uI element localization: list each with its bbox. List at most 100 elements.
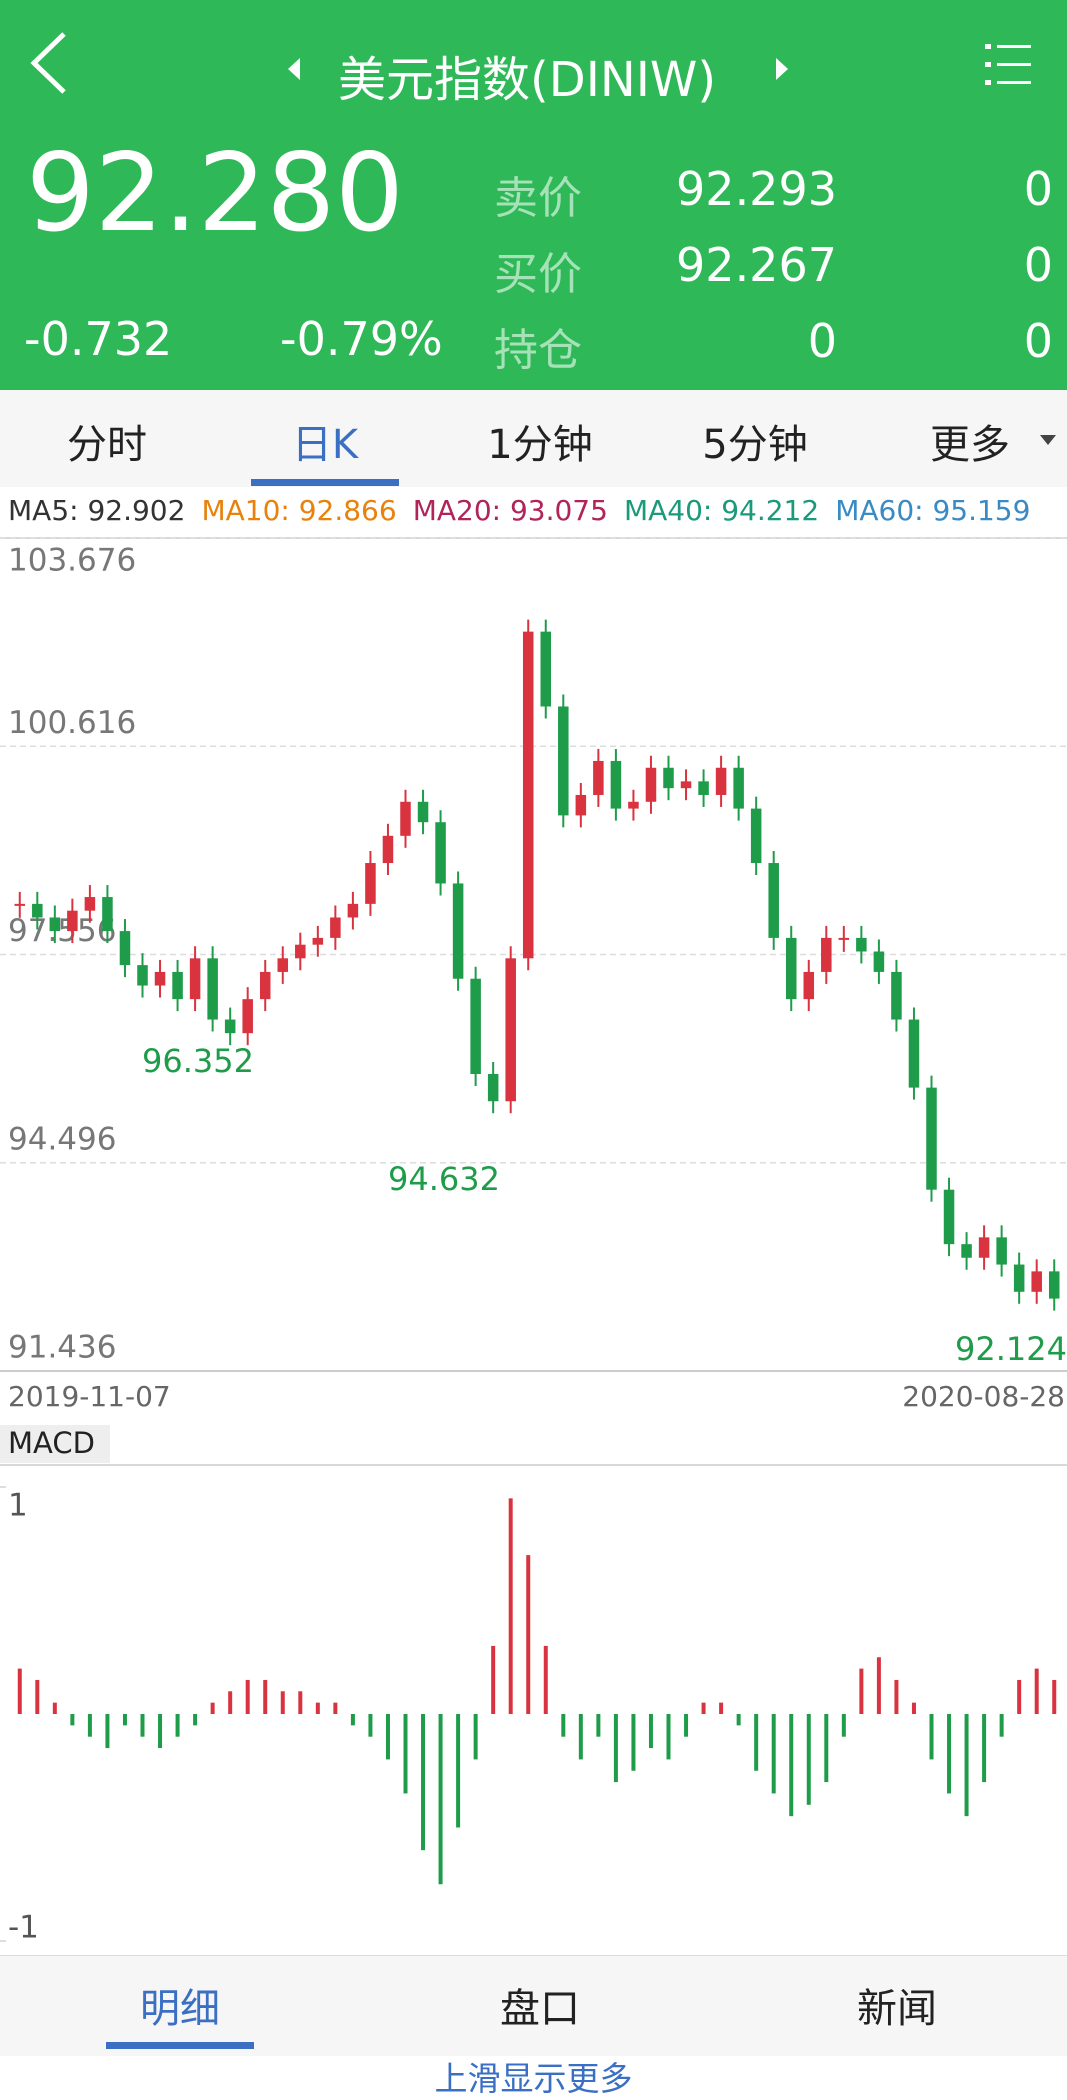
macd-bar	[1034, 1668, 1039, 1714]
macd-bar	[122, 1714, 127, 1726]
candle	[330, 917, 341, 938]
macd-bar	[982, 1714, 987, 1783]
candle	[628, 801, 639, 809]
bottom-tab[interactable]: 盘口	[500, 1986, 580, 2032]
candle	[750, 808, 762, 864]
charts: MA5: 92.902 MA10: 92.866 MA20: 93.075 MA40:…	[0, 494, 1067, 1946]
macd-bar	[947, 1714, 952, 1794]
macd-bar	[298, 1691, 303, 1714]
macd-bar	[158, 1714, 163, 1749]
macd-bar	[929, 1714, 934, 1760]
candle	[715, 767, 727, 795]
candle	[277, 958, 289, 972]
macd-bar	[526, 1555, 531, 1714]
candle	[14, 903, 26, 906]
y-tick-label: 100.616	[8, 705, 136, 741]
candle	[102, 897, 113, 932]
candle	[1013, 1264, 1025, 1292]
macd-bar	[438, 1714, 443, 1885]
candle	[522, 631, 534, 959]
ma-legend: MA10: 92.866	[201, 494, 396, 527]
x-start-label: 2019-11-07	[8, 1380, 171, 1413]
macd-bar	[315, 1702, 320, 1714]
macd-bar	[561, 1714, 566, 1737]
candle	[838, 937, 850, 940]
candle	[733, 767, 744, 809]
macd-bar	[578, 1714, 583, 1760]
candle	[768, 863, 779, 938]
candle	[873, 951, 885, 972]
quote-label: 买价	[494, 249, 582, 300]
candle	[84, 897, 96, 911]
bottom-tabs: 明细 盘口 新闻	[0, 1955, 1067, 2056]
candle	[32, 903, 43, 918]
menu-button[interactable]	[985, 42, 1031, 86]
candle	[540, 631, 552, 707]
candle	[452, 883, 464, 979]
ma-legend: MA5: 92.902	[8, 494, 185, 527]
quote-qty: 0	[1023, 314, 1053, 368]
candle	[961, 1244, 972, 1258]
macd-bar	[806, 1714, 811, 1805]
macd-bar	[911, 1702, 916, 1714]
quote-value: 0	[807, 314, 837, 368]
candle	[645, 767, 657, 802]
ma-legend: MA20: 93.075	[413, 494, 608, 527]
candle	[137, 965, 148, 986]
macd-bar	[473, 1714, 478, 1760]
candle	[1048, 1271, 1060, 1299]
bottom-tab[interactable]: 新闻	[857, 1986, 937, 2032]
candle	[207, 958, 218, 1020]
macd-bar	[631, 1714, 636, 1771]
macd-bar	[35, 1679, 40, 1714]
candle	[189, 958, 201, 1000]
candle	[926, 1087, 937, 1190]
price-annotation: 94.632	[388, 1160, 500, 1198]
quote-qty: 0	[1023, 238, 1053, 292]
macd-bar	[333, 1702, 338, 1714]
bottom-tab[interactable]: 明细	[140, 1986, 220, 2032]
macd-bar	[543, 1645, 548, 1714]
macd-bar	[421, 1714, 426, 1851]
macd-bar	[701, 1702, 706, 1714]
prev-arrow[interactable]	[288, 58, 302, 80]
back-button[interactable]	[28, 30, 68, 96]
macd-title: MACD	[8, 1426, 95, 1460]
tab[interactable]: 分时	[67, 422, 147, 468]
candle	[295, 944, 306, 959]
tab[interactable]: 日K	[291, 422, 359, 468]
candle	[417, 801, 429, 823]
macd-bar	[87, 1714, 92, 1737]
tab[interactable]: 1分钟	[487, 422, 593, 468]
y-tick-label: -1	[8, 1910, 39, 1946]
quote-value: 92.267	[676, 238, 837, 292]
candle	[435, 822, 446, 884]
y-tick-label: 1	[8, 1488, 28, 1524]
macd-bar	[280, 1691, 285, 1714]
macd-bar	[596, 1714, 601, 1737]
footer-hint[interactable]: 上滑显示更多	[434, 2059, 633, 2098]
macd-bar	[70, 1714, 75, 1726]
tab[interactable]: 5分钟	[702, 422, 808, 468]
macd-bar	[245, 1679, 250, 1714]
candle	[119, 931, 131, 966]
quote-qty: 0	[1023, 162, 1053, 216]
macd-bar	[964, 1714, 969, 1817]
macd-label-bg	[0, 1425, 110, 1463]
candle	[698, 781, 709, 795]
candle	[821, 937, 832, 972]
change: -0.732	[24, 312, 173, 366]
candle	[312, 937, 324, 945]
candle	[1031, 1271, 1042, 1292]
candle	[908, 1019, 920, 1088]
candle	[680, 781, 692, 789]
macd-bar	[193, 1714, 198, 1726]
next-arrow[interactable]	[776, 58, 790, 80]
macd-bar	[859, 1668, 864, 1714]
candle	[610, 760, 622, 809]
tab[interactable]: 更多	[930, 422, 1010, 468]
candle	[382, 835, 394, 864]
ma-legend: MA40: 94.212	[624, 494, 819, 527]
y-tick-label: 94.496	[8, 1121, 116, 1157]
